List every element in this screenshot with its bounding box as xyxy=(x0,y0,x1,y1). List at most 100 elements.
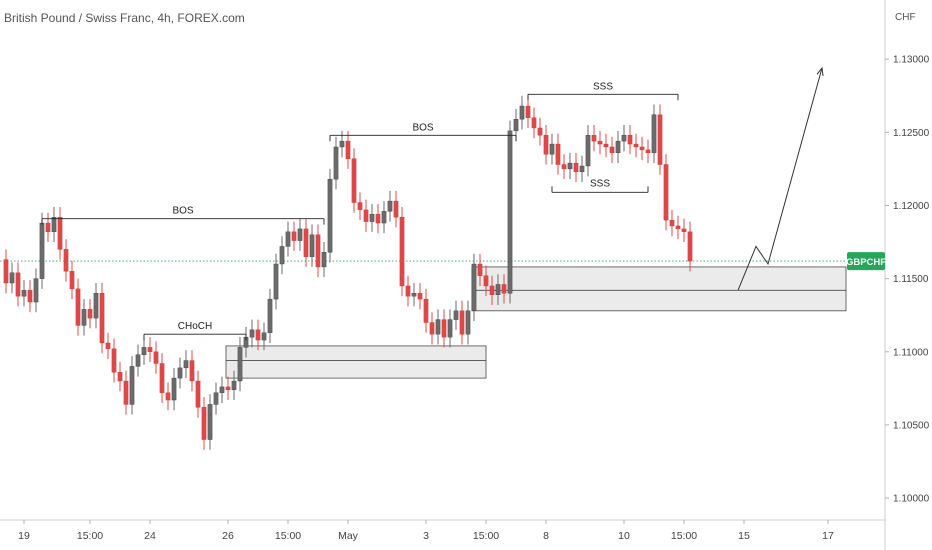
candle-body xyxy=(375,214,381,224)
candle-body xyxy=(687,231,693,262)
candle-body xyxy=(579,165,585,173)
candle-body xyxy=(45,222,51,233)
candle-body xyxy=(327,178,333,253)
x-tick-label: 26 xyxy=(222,530,234,542)
candle-body xyxy=(93,293,99,319)
candle-body xyxy=(525,105,531,118)
candle-body xyxy=(489,285,495,295)
candle-body xyxy=(15,272,21,297)
candle-body xyxy=(33,278,39,303)
candle-body xyxy=(639,146,645,151)
candle-body xyxy=(57,216,63,250)
candle-body xyxy=(9,272,15,284)
candle-body xyxy=(363,209,369,222)
symbol-tag-label: GBPCHF xyxy=(846,257,886,268)
x-tick-label: 15:00 xyxy=(77,530,103,542)
candle-body xyxy=(369,214,375,222)
candle-body xyxy=(81,309,87,326)
candle-body xyxy=(111,348,117,373)
candle-body xyxy=(441,319,447,338)
level-label: BOS xyxy=(172,206,193,217)
candle-body xyxy=(285,231,291,247)
arrow-head xyxy=(816,66,824,76)
candle-body xyxy=(603,143,609,148)
candle-body xyxy=(75,288,81,326)
candle-body xyxy=(681,228,687,233)
candle-body xyxy=(531,117,537,129)
candle-body xyxy=(129,366,135,405)
candle-body xyxy=(177,367,183,379)
candle-body xyxy=(471,263,477,312)
candle-body xyxy=(633,143,639,148)
candle-body xyxy=(267,298,273,333)
candle-body xyxy=(669,219,675,227)
candle-body xyxy=(21,290,27,297)
level-label: CHoCH xyxy=(178,321,212,332)
y-tick-label: 1.13000 xyxy=(893,55,930,66)
candle-body xyxy=(225,386,231,391)
candle-body xyxy=(567,162,573,170)
candle-body xyxy=(135,354,141,367)
candle-body xyxy=(597,140,603,145)
candle-body xyxy=(309,234,315,257)
demand-zone xyxy=(225,345,487,379)
chart-title: British Pound / Swiss Franc, 4h, FOREX.c… xyxy=(4,11,245,25)
candle-body xyxy=(147,347,153,352)
x-tick-label: 15:00 xyxy=(671,530,697,542)
demand-zone xyxy=(471,266,847,312)
candle-body xyxy=(447,319,453,338)
candle-body xyxy=(675,225,681,230)
candle-body xyxy=(315,234,321,268)
candle-body xyxy=(477,263,483,276)
y-tick-label: 1.10500 xyxy=(893,420,930,431)
candle-body xyxy=(339,140,345,148)
candle-body xyxy=(273,263,279,300)
candle-body xyxy=(333,146,339,180)
candle-body xyxy=(261,332,267,341)
candle-body xyxy=(291,231,297,241)
candle-body xyxy=(645,149,651,154)
candle-body xyxy=(453,310,459,320)
y-tick-label: 1.11500 xyxy=(893,274,929,285)
x-tick-label: 15 xyxy=(738,530,750,542)
candle-body xyxy=(615,140,621,154)
candle-body xyxy=(465,310,471,335)
candle-body xyxy=(495,284,501,295)
candle-body xyxy=(555,143,561,165)
candle-body xyxy=(87,309,93,319)
candle-body xyxy=(405,285,411,297)
candle-body xyxy=(255,329,261,341)
projection-arrow xyxy=(737,67,823,291)
candle-body xyxy=(231,380,237,391)
candle-body xyxy=(543,135,549,155)
candle-body xyxy=(249,329,255,338)
candle-body xyxy=(411,293,417,297)
candle-body xyxy=(423,298,429,323)
candle-body xyxy=(303,228,309,257)
y-tick-label: 1.12000 xyxy=(893,201,930,212)
candle-body xyxy=(429,322,435,335)
symbol-tag xyxy=(847,252,885,271)
candle-body xyxy=(561,164,567,170)
x-tick-label: 19 xyxy=(18,530,30,542)
candle-body xyxy=(99,293,105,344)
candle-body xyxy=(621,135,627,142)
x-tick-label: 15:00 xyxy=(473,530,499,542)
candle-body xyxy=(591,135,597,142)
candle-body xyxy=(213,392,219,405)
candle-body xyxy=(651,114,657,154)
candle-body xyxy=(279,246,285,265)
x-tick-label: 17 xyxy=(822,530,834,542)
candle-body xyxy=(585,135,591,167)
candle-body xyxy=(393,200,399,218)
candle-body xyxy=(63,249,69,272)
candle-body xyxy=(69,271,75,290)
level-label: SSS xyxy=(593,81,613,92)
candle-body xyxy=(105,342,111,350)
currency-label: CHF xyxy=(895,12,916,23)
candle-body xyxy=(165,392,171,401)
candle-body xyxy=(123,380,129,405)
candle-body xyxy=(237,347,243,382)
candle-body xyxy=(117,372,123,382)
